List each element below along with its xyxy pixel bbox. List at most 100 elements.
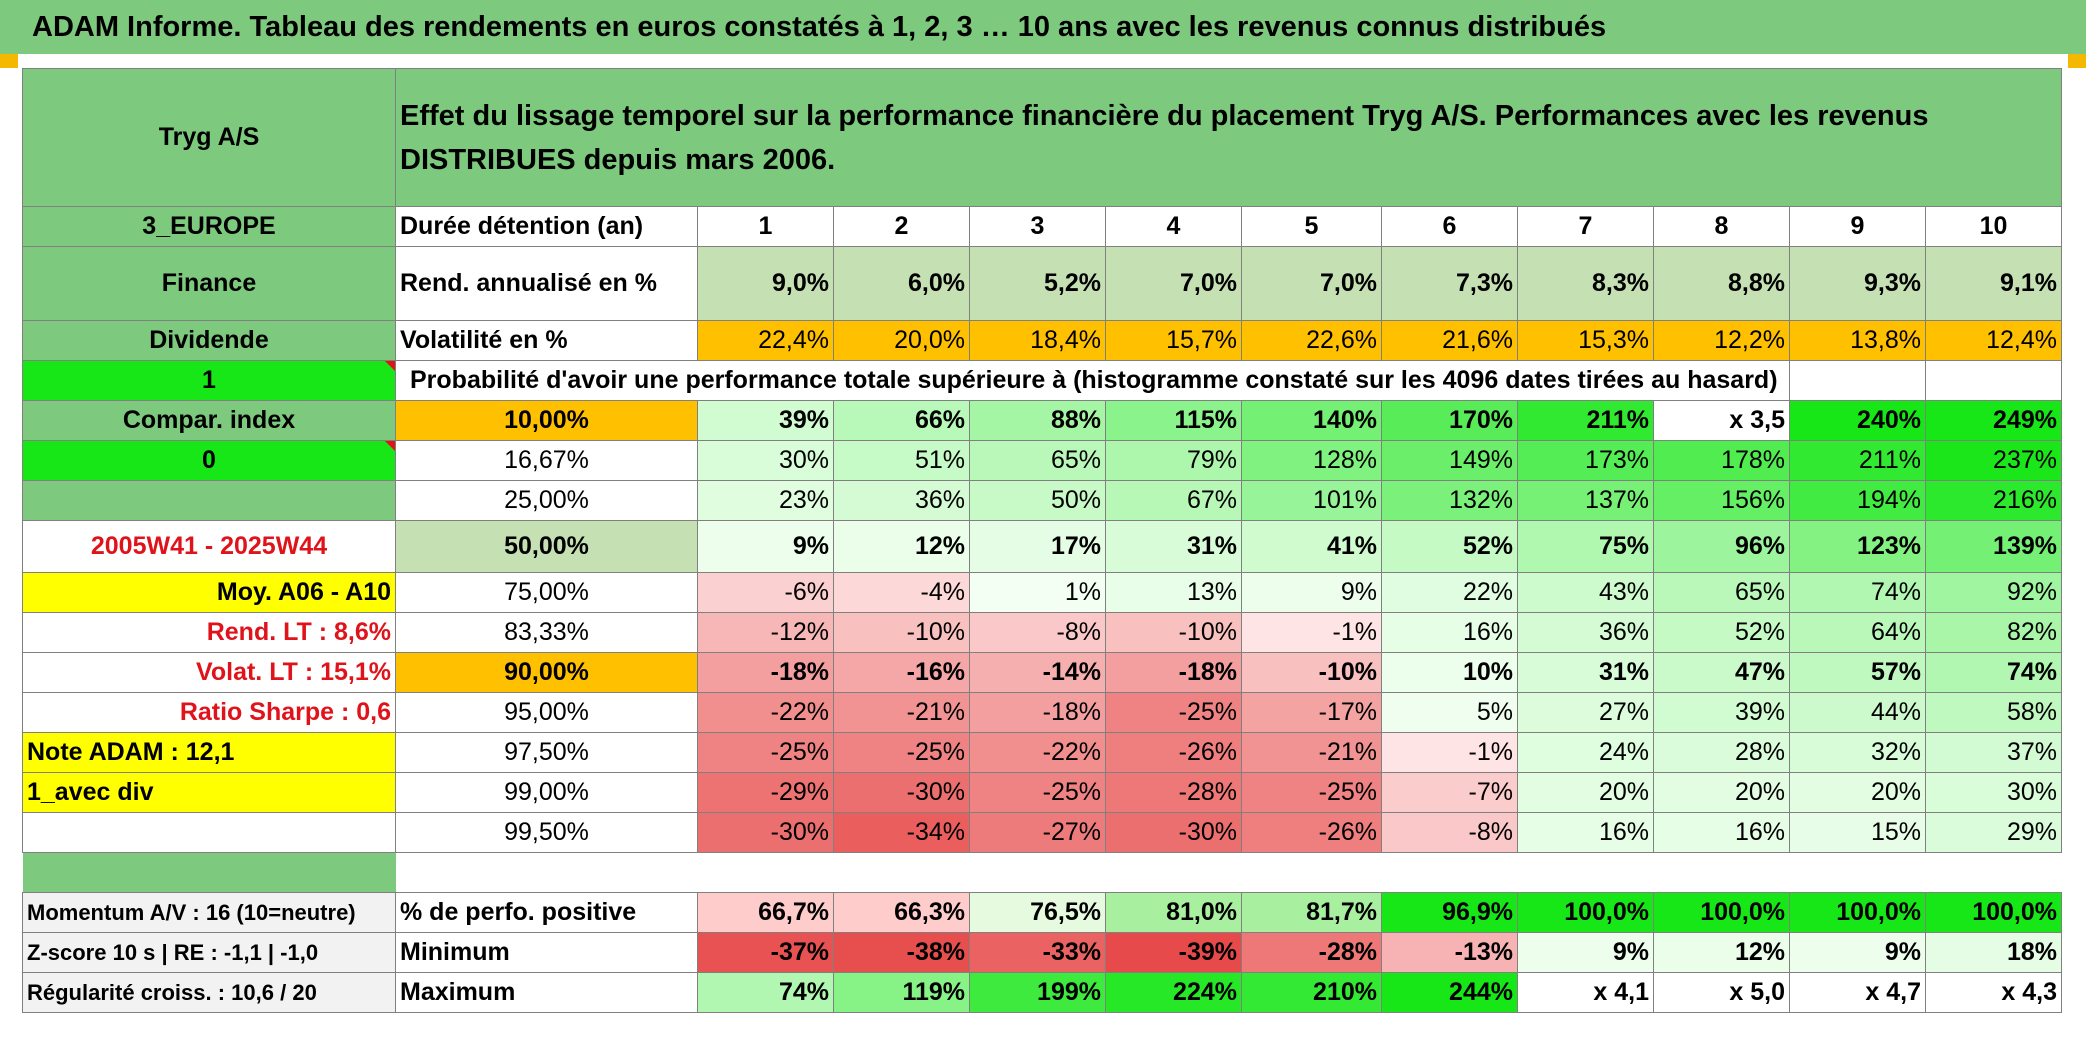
volat-lt-label: Volat. LT : 15,1% <box>22 652 396 693</box>
maximum-cell: 244% <box>1381 972 1518 1013</box>
distribution-cell: 28% <box>1653 732 1790 773</box>
distribution-cell: 10% <box>1381 652 1518 693</box>
vol-cell: 22,4% <box>697 320 834 361</box>
maximum-cell: x 4,3 <box>1925 972 2062 1013</box>
minimum-cell: 18% <box>1925 932 2062 973</box>
year-header: 4 <box>1105 206 1242 247</box>
positive-rate-cell: 66,7% <box>697 892 834 933</box>
spacer-cell <box>396 853 2062 893</box>
rend-cell: 7,3% <box>1381 246 1518 321</box>
vol-cell: 18,4% <box>969 320 1106 361</box>
minimum-cell: -37% <box>697 932 834 973</box>
sector-label: Finance <box>22 246 396 321</box>
percentile-label: 90,00% <box>395 652 698 693</box>
distribution-cell: 13% <box>1105 572 1242 613</box>
distribution-cell: -1% <box>1241 612 1382 653</box>
distribution-cell: 17% <box>969 520 1106 573</box>
flag-one: 1 <box>22 360 396 401</box>
distribution-cell: 96% <box>1653 520 1790 573</box>
distribution-cell: 29% <box>1925 812 2062 853</box>
distribution-cell: 37% <box>1925 732 2062 773</box>
vol-cell: 15,3% <box>1517 320 1654 361</box>
distribution-cell: -25% <box>969 772 1106 813</box>
distribution-cell: -25% <box>1241 772 1382 813</box>
distribution-cell: 92% <box>1925 572 2062 613</box>
percentile-label: 99,50% <box>395 812 698 853</box>
distribution-cell: -25% <box>697 732 834 773</box>
distribution-cell: 32% <box>1789 732 1926 773</box>
distribution-cell: -18% <box>1105 652 1242 693</box>
vol-cell: 12,2% <box>1653 320 1790 361</box>
distribution-cell: 82% <box>1925 612 2062 653</box>
distribution-cell: -22% <box>969 732 1106 773</box>
period-label: 2005W41 - 2025W44 <box>22 520 396 573</box>
maximum-cell: 199% <box>969 972 1106 1013</box>
distribution-cell: 66% <box>833 400 970 441</box>
distribution-cell: 39% <box>1653 692 1790 733</box>
distribution-cell: 51% <box>833 440 970 481</box>
rend-cell: 9,0% <box>697 246 834 321</box>
table-description: Effet du lissage temporel sur la perform… <box>395 68 2062 207</box>
distribution-cell: 74% <box>1789 572 1926 613</box>
stat-row-label: Minimum <box>395 932 698 973</box>
distribution-cell: -25% <box>1105 692 1242 733</box>
positive-rate-cell: 66,3% <box>833 892 970 933</box>
year-header: 7 <box>1517 206 1654 247</box>
stat-row-label: Maximum <box>395 972 698 1013</box>
distribution-cell: 16% <box>1653 812 1790 853</box>
distribution-cell: 15% <box>1789 812 1926 853</box>
average-label: Moy. A06 - A10 <box>22 572 396 613</box>
distribution-cell: -21% <box>1241 732 1382 773</box>
positive-rate-cell: 100,0% <box>1517 892 1654 933</box>
distribution-cell: 52% <box>1381 520 1518 573</box>
probability-label: Probabilité d'avoir une performance tota… <box>395 360 1790 401</box>
distribution-cell: 140% <box>1241 400 1382 441</box>
percentile-label: 97,50% <box>395 732 698 773</box>
distribution-cell: -1% <box>1381 732 1518 773</box>
year-header: 6 <box>1381 206 1518 247</box>
vol-cell: 22,6% <box>1241 320 1382 361</box>
distribution-cell: 47% <box>1653 652 1790 693</box>
distribution-cell: 156% <box>1653 480 1790 521</box>
distribution-cell: -14% <box>969 652 1106 693</box>
distribution-cell: 58% <box>1925 692 2062 733</box>
compar-index-label: Compar. index <box>22 400 396 441</box>
distribution-cell: -26% <box>1241 812 1382 853</box>
distribution-cell: 16% <box>1381 612 1518 653</box>
distribution-cell: 194% <box>1789 480 1926 521</box>
percentile-label: 83,33% <box>395 612 698 653</box>
distribution-cell: 211% <box>1789 440 1926 481</box>
vol-cell: 21,6% <box>1381 320 1518 361</box>
distribution-cell: -8% <box>969 612 1106 653</box>
percentile-label: 75,00% <box>395 572 698 613</box>
distribution-cell: 30% <box>697 440 834 481</box>
distribution-cell: -30% <box>833 772 970 813</box>
distribution-cell: -10% <box>1241 652 1382 693</box>
distribution-cell: -16% <box>833 652 970 693</box>
positive-rate-cell: 81,0% <box>1105 892 1242 933</box>
positive-rate-cell: 100,0% <box>1925 892 2062 933</box>
percentile-label: 95,00% <box>395 692 698 733</box>
distribution-cell: 12% <box>833 520 970 573</box>
distribution-cell: 24% <box>1517 732 1654 773</box>
rend-cell: 9,1% <box>1925 246 2062 321</box>
distribution-cell: 36% <box>833 480 970 521</box>
distribution-cell: 139% <box>1925 520 2062 573</box>
distribution-cell: 43% <box>1517 572 1654 613</box>
distribution-cell: -10% <box>833 612 970 653</box>
distribution-cell: 170% <box>1381 400 1518 441</box>
distribution-cell: 9% <box>697 520 834 573</box>
percentile-label: 25,00% <box>395 480 698 521</box>
distribution-cell: -30% <box>1105 812 1242 853</box>
distribution-cell: 50% <box>969 480 1106 521</box>
distribution-cell: 178% <box>1653 440 1790 481</box>
distribution-cell: 31% <box>1105 520 1242 573</box>
year-header: 10 <box>1925 206 2062 247</box>
distribution-cell: 36% <box>1517 612 1654 653</box>
rend-cell: 7,0% <box>1241 246 1382 321</box>
type-label: Dividende <box>22 320 396 361</box>
distribution-cell: 128% <box>1241 440 1382 481</box>
distribution-cell: 31% <box>1517 652 1654 693</box>
note-adam-label: Note ADAM : 12,1 <box>22 732 396 773</box>
empty-cell <box>1925 360 2062 401</box>
